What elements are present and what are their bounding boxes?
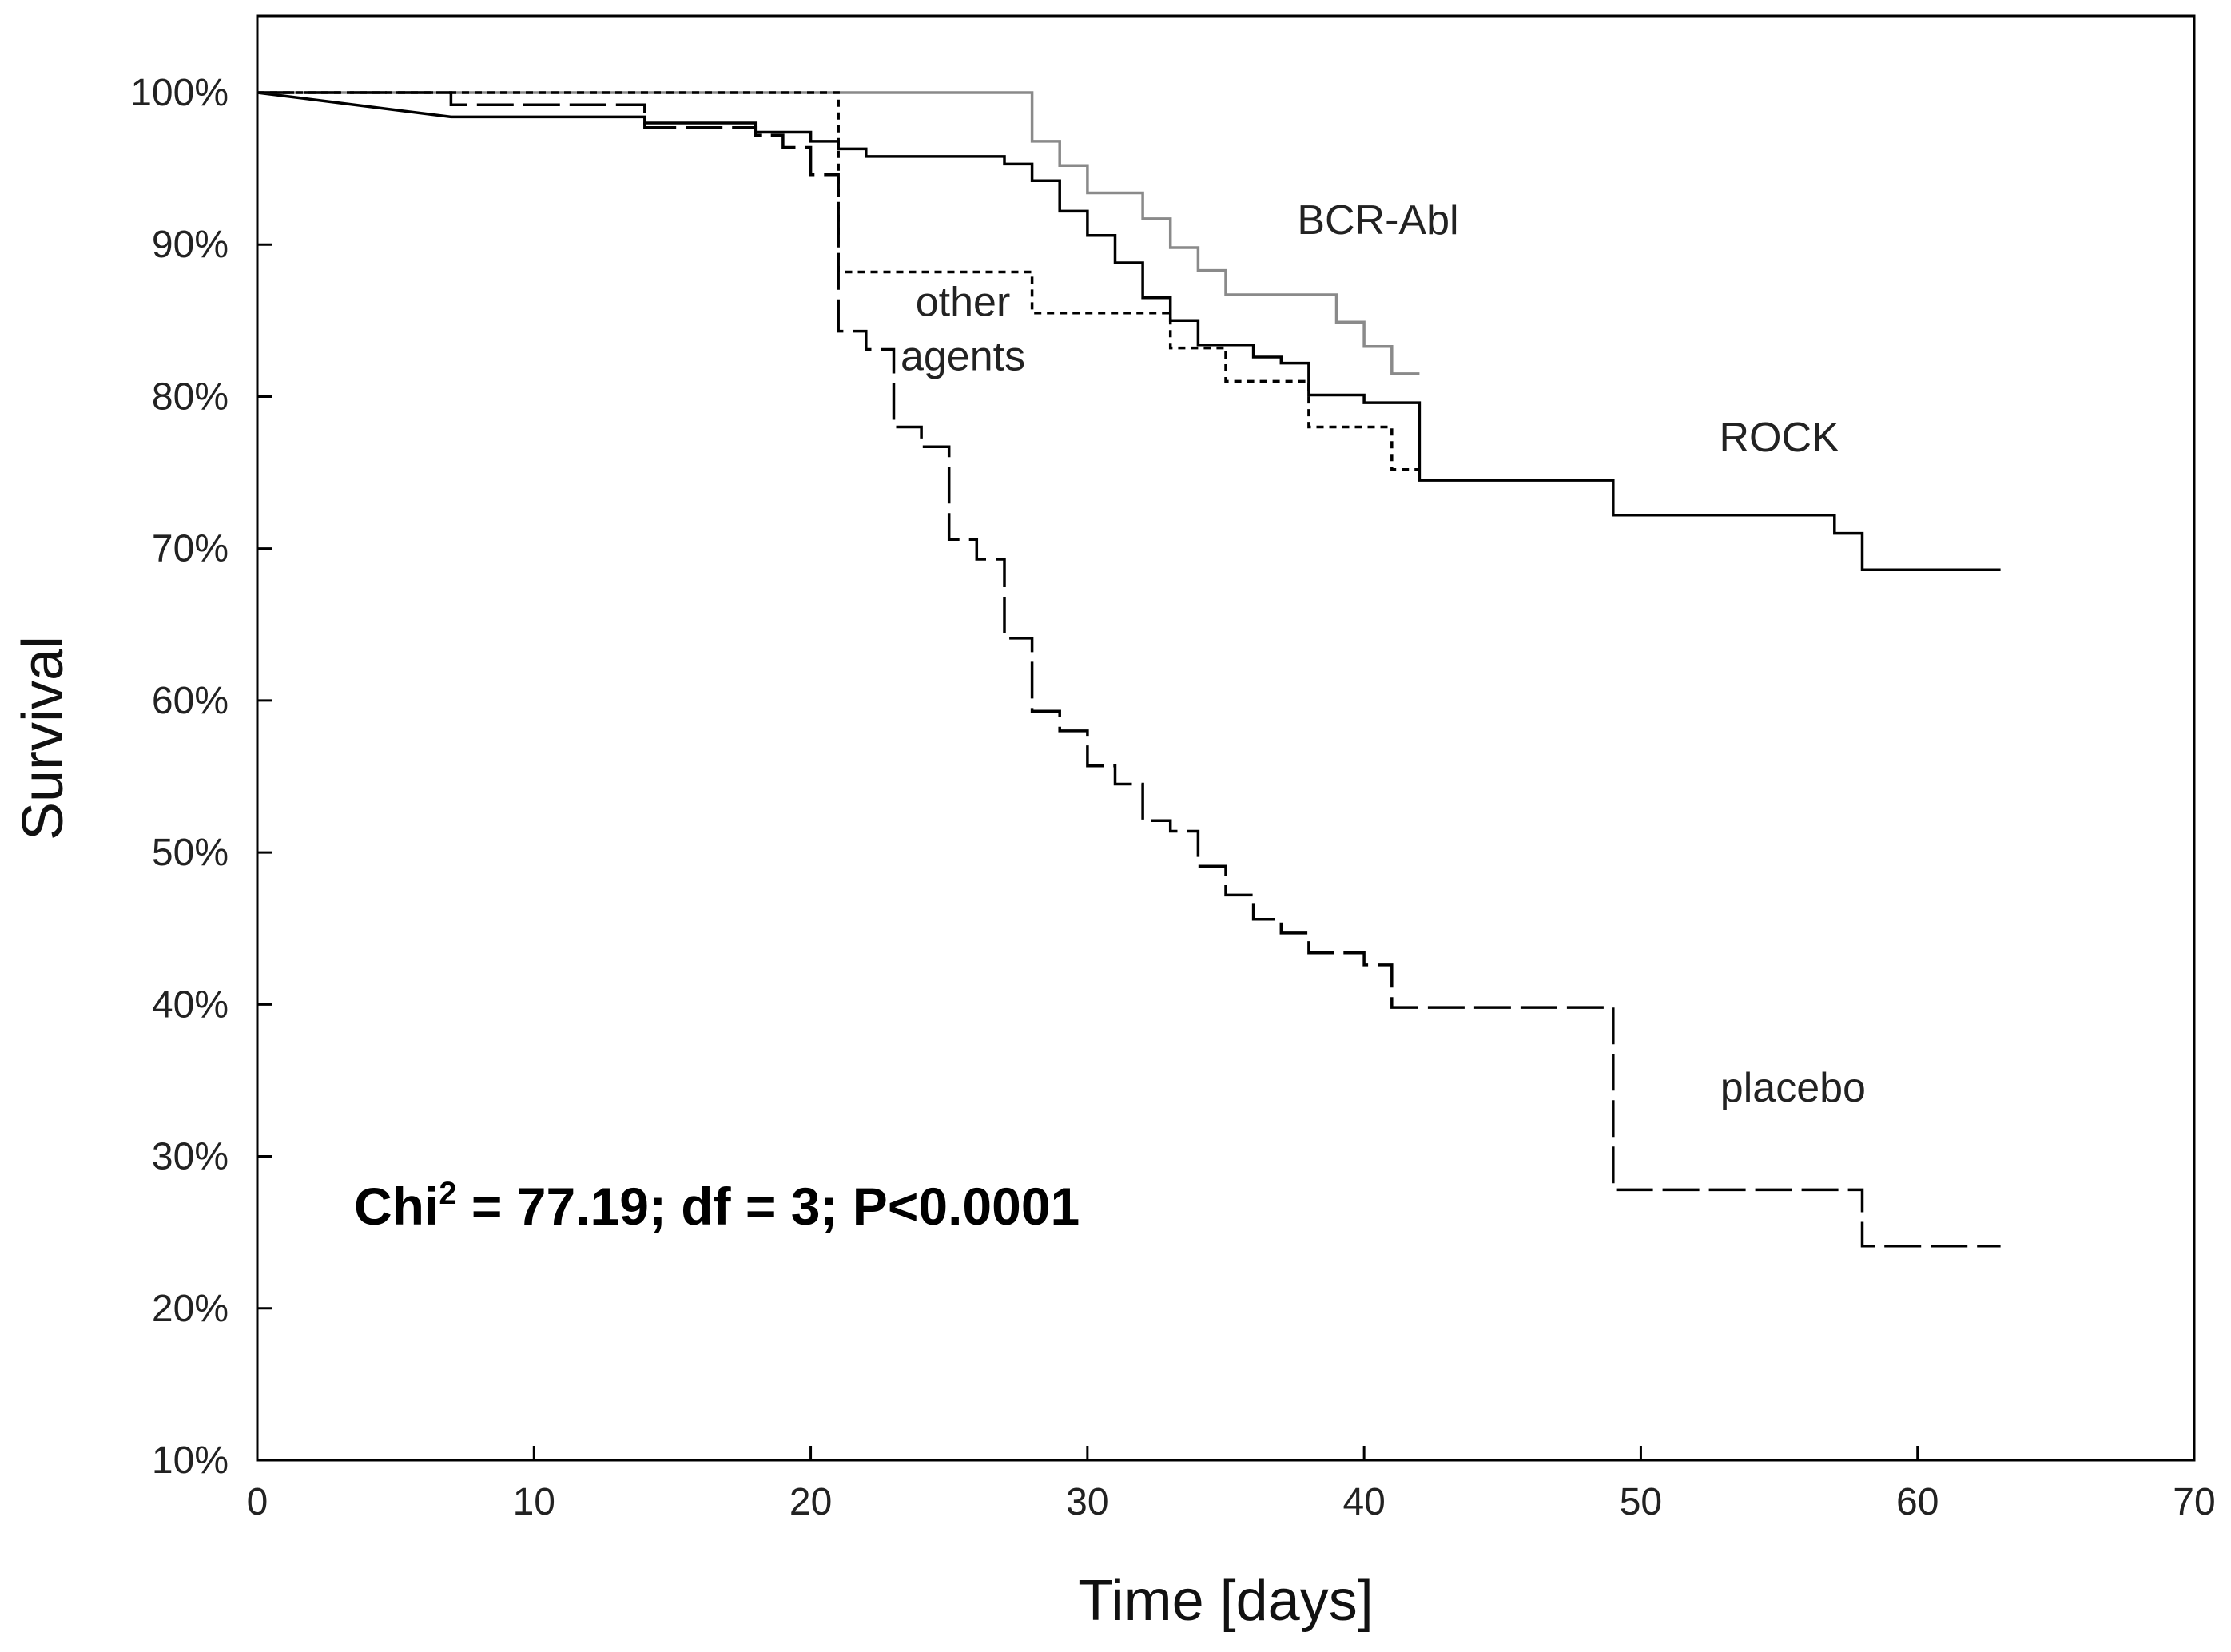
series-line-rock <box>257 91 2001 572</box>
plot-frame <box>256 14 2196 1462</box>
y-tick-label: 80% <box>152 375 229 418</box>
y-tick-label: 90% <box>152 224 229 266</box>
series-layer <box>257 91 2001 1248</box>
stat-superscript: 2 <box>439 1176 456 1211</box>
y-tick-label: 60% <box>152 680 229 722</box>
series-label-line: other <box>916 280 1011 326</box>
x-tick-label: 20 <box>789 1481 832 1523</box>
stat-annotation: Chi2 = 77.19; df = 3; P<0.0001 <box>354 1176 1080 1236</box>
x-tick-label: 0 <box>247 1481 268 1523</box>
series-line-other-agents <box>257 91 1420 471</box>
series-label-line: placebo <box>1720 1065 1866 1111</box>
series-label-line: agents <box>901 334 1025 380</box>
y-axis-ticks: 10% 20% 30% 40% 50% 60% 70% 80% 90% 100% <box>130 72 272 1482</box>
x-tick-label: 60 <box>1896 1481 1939 1523</box>
stat-chi-label: Chi <box>354 1177 439 1236</box>
x-axis-title: Time [days] <box>1078 1569 1373 1633</box>
series-label-rock: ROCK <box>1719 415 1839 461</box>
series-label-bcr-abl: BCR-Abl <box>1297 197 1458 244</box>
series-labels: ROCK BCR-Abl other agents placebo <box>901 197 1866 1111</box>
series-label-other-agents: other agents <box>901 280 1025 380</box>
series-line-placebo <box>257 91 2001 1248</box>
y-tick-label: 40% <box>152 983 229 1026</box>
stat-values: = 77.19; df = 3; P<0.0001 <box>457 1177 1080 1236</box>
series-label-line: BCR-Abl <box>1297 197 1458 244</box>
x-tick-label: 30 <box>1066 1481 1108 1523</box>
x-tick-label: 50 <box>1620 1481 1662 1523</box>
series-label-line: ROCK <box>1719 415 1839 461</box>
y-tick-label: 70% <box>152 528 229 570</box>
x-axis-ticks: 0 10 20 30 40 50 60 70 <box>247 1446 2216 1523</box>
x-tick-label: 40 <box>1342 1481 1385 1523</box>
y-tick-label: 50% <box>152 832 229 874</box>
x-tick-label: 10 <box>513 1481 555 1523</box>
y-tick-label: 10% <box>152 1440 229 1482</box>
y-tick-label: 100% <box>130 72 229 114</box>
y-tick-label: 30% <box>152 1136 229 1178</box>
y-tick-label: 20% <box>152 1288 229 1330</box>
series-label-placebo: placebo <box>1720 1065 1866 1111</box>
x-tick-label: 70 <box>2173 1481 2215 1523</box>
series-line-bcr-abl <box>257 91 1420 375</box>
y-axis-title: Survival <box>11 636 75 840</box>
